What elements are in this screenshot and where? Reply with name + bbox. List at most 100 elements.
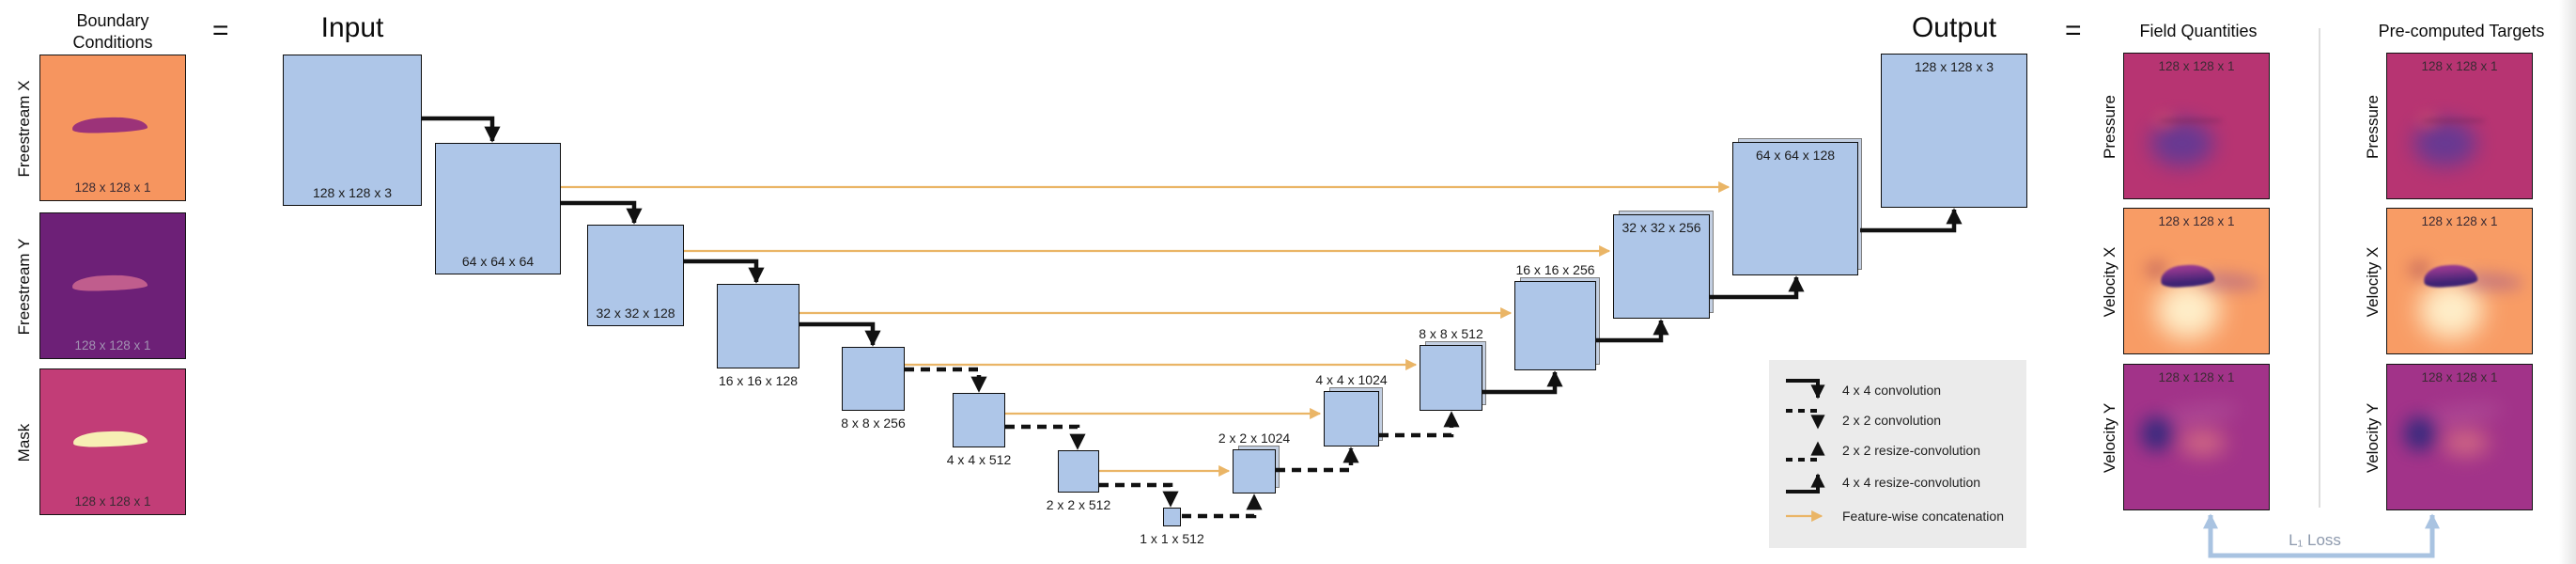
solid-down-arrow-icon bbox=[1786, 379, 1825, 400]
dashed-down-arrow-icon bbox=[1786, 409, 1825, 430]
box-dec4-dims: 4 x 4 x 1024 bbox=[1315, 372, 1388, 387]
box-dec16-dims: 16 x 16 x 256 bbox=[1515, 262, 1595, 277]
box-dec64: 64 x 64 x 128 bbox=[1732, 138, 1862, 275]
boundary-conditions-title: Boundary Conditions bbox=[72, 11, 153, 53]
page-edge-shade bbox=[2559, 0, 2576, 564]
velocity-x-target-size: 128 x 128 x 1 bbox=[2421, 214, 2498, 228]
legend-item-resize22: 2 x 2 resize-convolution bbox=[1784, 435, 1980, 465]
box-input: 128 x 128 x 3 bbox=[283, 55, 422, 206]
legend-item-conv44: 4 x 4 convolution bbox=[1784, 375, 1941, 405]
pressure-blob bbox=[2413, 119, 2477, 167]
box-enc1-dims: 1 x 1 x 512 bbox=[1140, 531, 1204, 546]
equals-right: = bbox=[2065, 15, 2082, 46]
field-quantities-title: Field Quantities bbox=[2139, 22, 2258, 40]
output-title: Output bbox=[1911, 12, 1997, 43]
legend: 4 x 4 convolution 2 x 2 convolution 2 x … bbox=[1769, 360, 2026, 548]
box-enc32-dims: 32 x 32 x 128 bbox=[596, 306, 675, 321]
conv-arrow-64-32-icon bbox=[561, 200, 643, 225]
velocity-x-output-label: Velocity X bbox=[2101, 246, 2118, 318]
box-dec16: 16 x 16 x 256 bbox=[1514, 262, 1600, 370]
box-enc1: 1 x 1 x 512 bbox=[1140, 508, 1204, 546]
legend-label: 4 x 4 convolution bbox=[1842, 383, 1942, 398]
box-enc8: 8 x 8 x 256 bbox=[841, 347, 906, 431]
box-dec8: 8 x 8 x 512 bbox=[1419, 326, 1486, 411]
box-enc4-dims: 4 x 4 x 512 bbox=[946, 452, 1012, 467]
resize-arrow-2-4-icon bbox=[1276, 446, 1359, 473]
resize-arrow-16-32-icon bbox=[1596, 319, 1669, 343]
pre-computed-targets-title: Pre-computed Targets bbox=[2378, 22, 2545, 40]
resize-arrow-8-16-icon bbox=[1482, 370, 1563, 395]
pressure-output-image: 128 x 128 x 1 bbox=[2123, 53, 2270, 199]
equals-left: = bbox=[212, 15, 229, 46]
airfoil-shape bbox=[2158, 118, 2223, 123]
freestream-y-label: Freestream Y bbox=[15, 238, 33, 336]
velocity-y-output-label: Velocity Y bbox=[2101, 402, 2118, 474]
conv-arrow-input-64-icon bbox=[422, 116, 501, 143]
indigo-spot bbox=[2404, 416, 2435, 452]
velocity-glow bbox=[2418, 281, 2483, 339]
pressure-output-label: Pressure bbox=[2101, 94, 2118, 160]
box-enc2: 2 x 2 x 512 bbox=[1047, 450, 1110, 512]
velocity-x-target-image: 128 x 128 x 1 bbox=[2386, 208, 2533, 354]
box-dec64-dims: 64 x 64 x 128 bbox=[1755, 148, 1836, 163]
velocity-x-output-image: 128 x 128 x 1 bbox=[2123, 208, 2270, 354]
velocity-y-target-image: 128 x 128 x 1 bbox=[2386, 364, 2533, 510]
input-title: Input bbox=[320, 12, 384, 43]
pressure-output-size: 128 x 128 x 1 bbox=[2158, 59, 2235, 73]
legend-item-resize44: 4 x 4 resize-convolution bbox=[1784, 467, 1980, 497]
velocity-y-target-label: Velocity Y bbox=[2364, 402, 2382, 474]
box-enc16-dims: 16 x 16 x 128 bbox=[718, 373, 799, 388]
box-input-dims: 128 x 128 x 3 bbox=[312, 185, 393, 200]
legend-label: Feature-wise concatenation bbox=[1842, 509, 2004, 524]
pressure-target-image: 128 x 128 x 1 bbox=[2386, 53, 2533, 199]
legend-item-conv22: 2 x 2 convolution bbox=[1784, 405, 1941, 435]
conv-arrow-32-16-icon bbox=[684, 258, 765, 284]
conv-arrow-2-1-icon bbox=[1099, 482, 1179, 508]
l1-loss-arrow-icon bbox=[2202, 513, 2441, 558]
indigo-spot bbox=[2141, 416, 2172, 452]
conv-arrow-4-2-icon bbox=[1005, 424, 1086, 450]
airfoil-shape bbox=[71, 116, 148, 134]
salmon-spot bbox=[2179, 430, 2226, 457]
freestream-x-size: 128 x 128 x 1 bbox=[74, 180, 151, 195]
freestream-y-image: 128 x 128 x 1 bbox=[39, 212, 186, 359]
legend-label: 2 x 2 resize-convolution bbox=[1842, 443, 1981, 458]
box-output-dims: 128 x 128 x 3 bbox=[1914, 59, 1994, 74]
box-enc64-dims: 64 x 64 x 64 bbox=[461, 254, 535, 269]
legend-label: 2 x 2 convolution bbox=[1842, 413, 1942, 428]
box-output: 128 x 128 x 3 bbox=[1881, 54, 2027, 208]
box-dec4: 4 x 4 x 1024 bbox=[1315, 372, 1388, 446]
pressure-target-label: Pressure bbox=[2364, 94, 2382, 160]
resize-arrow-32-64-icon bbox=[1710, 275, 1805, 300]
box-enc2-dims: 2 x 2 x 512 bbox=[1046, 497, 1111, 512]
velocity-y-target-size: 128 x 128 x 1 bbox=[2421, 370, 2498, 384]
freestream-x-label: Freestream X bbox=[15, 80, 33, 178]
mask-size: 128 x 128 x 1 bbox=[74, 494, 151, 509]
velocity-x-target-label: Velocity X bbox=[2364, 246, 2382, 318]
airfoil-shape bbox=[73, 430, 148, 448]
salmon-spot bbox=[2442, 430, 2489, 457]
mask-image: 128 x 128 x 1 bbox=[39, 368, 186, 515]
orange-right-arrow-icon bbox=[1786, 509, 1823, 523]
box-dec2: 2 x 2 x 1024 bbox=[1218, 431, 1290, 494]
airfoil-shape bbox=[71, 274, 148, 292]
freestream-y-size: 128 x 128 x 1 bbox=[74, 338, 151, 352]
box-dec32-dims: 32 x 32 x 256 bbox=[1622, 220, 1701, 235]
resize-arrow-4-8-icon bbox=[1379, 411, 1460, 438]
box-dec8-dims: 8 x 8 x 512 bbox=[1419, 326, 1483, 341]
freestream-x-image: 128 x 128 x 1 bbox=[39, 55, 186, 201]
velocity-glow bbox=[2155, 281, 2220, 339]
conv-arrow-16-8-icon bbox=[799, 321, 881, 347]
conv-arrow-8-4-icon bbox=[905, 367, 987, 393]
box-dec32: 32 x 32 x 256 bbox=[1613, 211, 1714, 319]
velocity-x-output-size: 128 x 128 x 1 bbox=[2158, 214, 2235, 228]
velocity-y-output-image: 128 x 128 x 1 bbox=[2123, 364, 2270, 510]
airfoil-shape bbox=[2421, 118, 2486, 123]
pressure-blob bbox=[2149, 119, 2214, 167]
box-enc4: 4 x 4 x 512 bbox=[947, 393, 1011, 467]
pressure-target-size: 128 x 128 x 1 bbox=[2421, 59, 2498, 73]
resize-arrow-1-2-icon bbox=[1182, 494, 1263, 519]
solid-up-arrow-icon bbox=[1786, 473, 1825, 494]
